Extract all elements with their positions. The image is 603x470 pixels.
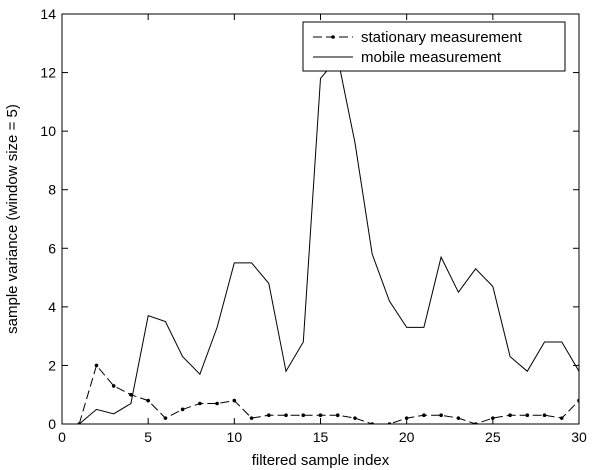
data-point xyxy=(318,413,323,418)
data-point xyxy=(473,422,478,424)
data-point xyxy=(491,416,495,420)
data-point xyxy=(129,392,133,397)
data-point xyxy=(232,398,237,403)
data-point xyxy=(267,413,271,418)
data-point xyxy=(249,416,254,420)
series-stationary xyxy=(77,363,579,424)
data-point xyxy=(284,413,288,418)
data-point xyxy=(404,416,409,420)
axis-ticks: 0 5 10 15 20 25 30 0 2 4 6 8 10 12 14 xyxy=(40,6,587,445)
y-tick-label: 2 xyxy=(48,357,56,373)
series-line xyxy=(78,364,579,424)
y-tick-label: 0 xyxy=(48,416,56,432)
data-point xyxy=(559,416,564,420)
data-point xyxy=(422,413,426,418)
data-point xyxy=(542,413,547,418)
y-tick-label: 6 xyxy=(48,240,56,256)
data-point xyxy=(111,384,116,388)
data-point xyxy=(180,407,185,412)
data-point xyxy=(439,413,443,418)
y-tick-label: 10 xyxy=(40,123,56,139)
y-tick-label: 12 xyxy=(40,65,56,81)
x-tick-label: 10 xyxy=(227,429,243,445)
data-point xyxy=(370,422,374,424)
data-point xyxy=(215,401,219,406)
data-point xyxy=(335,413,340,418)
data-point xyxy=(456,416,461,420)
x-tick-label: 0 xyxy=(58,429,66,445)
data-point xyxy=(508,413,512,418)
x-tick-label: 15 xyxy=(313,429,329,445)
y-tick-label: 8 xyxy=(48,182,56,198)
y-axis-label: sample variance (window size = 5) xyxy=(4,104,21,334)
legend-box xyxy=(302,21,566,72)
data-point xyxy=(577,398,579,403)
plot-area xyxy=(61,13,580,425)
legend-label: mobile measurement xyxy=(361,49,502,66)
data-point xyxy=(387,422,392,424)
data-point xyxy=(146,398,150,403)
y-tick-label: 4 xyxy=(48,299,56,315)
y-tick-label: 14 xyxy=(40,6,56,22)
x-tick-label: 25 xyxy=(485,429,501,445)
legend-label: stationary measurement xyxy=(361,29,523,46)
data-point xyxy=(198,401,202,406)
legend-marker xyxy=(331,35,335,39)
x-axis-label: filtered sample index xyxy=(252,452,390,469)
x-tick-label: 20 xyxy=(399,429,415,445)
data-point xyxy=(94,363,99,368)
data-point xyxy=(163,416,168,420)
data-point xyxy=(353,416,357,420)
x-tick-label: 5 xyxy=(144,429,152,445)
x-tick-label: 30 xyxy=(571,429,587,445)
legend: stationary measurement mobile measurement xyxy=(302,21,566,72)
data-point xyxy=(525,413,530,418)
data-point xyxy=(301,413,306,418)
